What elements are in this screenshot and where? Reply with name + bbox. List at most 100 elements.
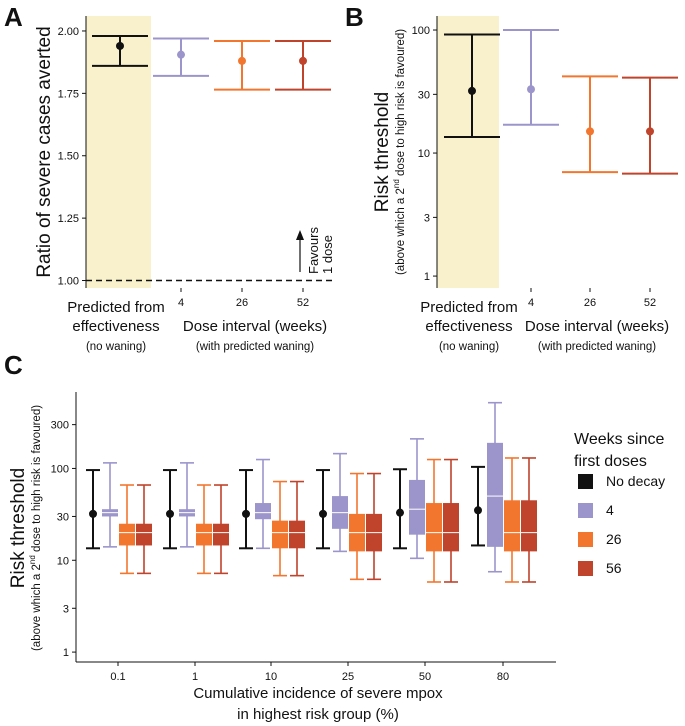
x-tick-label: 4 bbox=[528, 297, 534, 309]
y-tick-label: 2.00 bbox=[58, 26, 79, 38]
box bbox=[119, 523, 135, 546]
panel-b-x-ticks: 4 26 52 bbox=[528, 288, 656, 309]
y-tick-label: 30 bbox=[418, 89, 430, 101]
y-tick-label: 1.50 bbox=[58, 151, 79, 163]
panel-b-letter: B bbox=[345, 2, 364, 32]
point-estimate bbox=[586, 127, 594, 136]
box bbox=[289, 520, 305, 549]
panel-a-x-ticks: 4 26 52 bbox=[178, 288, 309, 309]
y-tick-label: 100 bbox=[51, 463, 69, 475]
y-tick-label: 1 bbox=[63, 647, 69, 659]
point-estimate bbox=[299, 56, 307, 65]
panel-b-y-label-sup: nd bbox=[392, 179, 401, 188]
panel-b-highlight-band bbox=[437, 16, 499, 288]
y-tick-label: 1 bbox=[424, 271, 430, 283]
point-estimate bbox=[527, 85, 535, 94]
x-tick-label: 50 bbox=[419, 671, 431, 683]
panel-c-x-label-line1: Cumulative incidence of severe mpox bbox=[193, 685, 443, 702]
legend-label-56: 56 bbox=[606, 560, 622, 576]
panel-b-y-label-pre: (above which a 2 bbox=[395, 188, 407, 275]
legend-swatch-26 bbox=[578, 532, 593, 547]
panel-b-predicted-line1: Predicted from bbox=[420, 299, 518, 316]
x-tick-label: 26 bbox=[584, 297, 596, 309]
y-tick-label: 30 bbox=[57, 511, 69, 523]
favours-arrow-head bbox=[296, 230, 304, 240]
box bbox=[521, 500, 537, 552]
panel-c-y-label-post: dose to high risk is favoured) bbox=[31, 405, 43, 555]
panel-a-letter: A bbox=[4, 2, 23, 32]
point-estimate bbox=[177, 50, 185, 59]
panel-c-letter: C bbox=[4, 350, 23, 380]
y-tick-label: 3 bbox=[63, 603, 69, 615]
panel-c-x-ticks: 0.1 1 10 25 50 80 bbox=[110, 662, 509, 683]
box bbox=[487, 442, 503, 547]
box bbox=[255, 503, 271, 520]
panel-b-y-ticks: 1 3 10 30 100 bbox=[412, 25, 437, 283]
point-estimate bbox=[89, 509, 97, 518]
panel-c-y-label-sup: nd bbox=[28, 555, 37, 564]
x-tick-label: 4 bbox=[178, 297, 184, 309]
box bbox=[272, 520, 288, 549]
box bbox=[426, 503, 442, 552]
panel-c-y-label-line1: Risk threshold bbox=[8, 468, 29, 588]
y-tick-label: 10 bbox=[57, 555, 69, 567]
box bbox=[409, 479, 425, 535]
legend-title-line1: Weeks since bbox=[574, 431, 665, 448]
legend-swatch-4 bbox=[578, 503, 593, 518]
panel-a-dose-interval-label: Dose interval (weeks) bbox=[183, 318, 327, 335]
y-tick-label: 1.00 bbox=[58, 276, 79, 288]
panel-c-y-label-pre: (above which a 2 bbox=[31, 564, 43, 651]
panel-b-predicted-line2: effectiveness bbox=[425, 318, 512, 335]
point-estimate bbox=[474, 506, 482, 515]
panel-a: 1.00 1.25 1.50 1.75 2.00 Favours 1 dose Rati… bbox=[34, 16, 336, 353]
x-tick-label: 1 bbox=[192, 671, 198, 683]
legend-title-line2: first doses bbox=[574, 453, 647, 470]
panel-a-y-label: Ratio of severe cases averted bbox=[34, 26, 55, 277]
legend-label-no-decay: No decay bbox=[606, 473, 665, 489]
x-tick-label: 0.1 bbox=[110, 671, 125, 683]
legend-label-26: 26 bbox=[606, 531, 622, 547]
panel-b: 1 3 10 30 100 Risk threshold (above which a … bbox=[372, 16, 678, 353]
panel-c-y-label-line2: (above which a 2nd dose to high risk is … bbox=[28, 405, 43, 651]
point-estimate bbox=[319, 509, 327, 518]
panel-c-y-ticks: 1 3 10 30 100 300 bbox=[51, 420, 76, 659]
legend-swatch-no-decay bbox=[578, 474, 593, 489]
panel-c-marks bbox=[86, 401, 537, 583]
y-tick-label: 300 bbox=[51, 420, 69, 432]
panel-a-no-waning: (no waning) bbox=[86, 341, 146, 353]
panel-a-marks bbox=[92, 34, 331, 91]
y-tick-label: 1.75 bbox=[58, 88, 79, 100]
box bbox=[213, 523, 229, 546]
favours-annotation-line1: Favours bbox=[306, 227, 321, 274]
panel-b-marks bbox=[444, 29, 678, 175]
y-tick-label: 1.25 bbox=[58, 213, 79, 225]
box bbox=[443, 503, 459, 552]
panel-b-y-label-line2: (above which a 2nd dose to high risk is … bbox=[392, 29, 407, 275]
legend-swatch-56 bbox=[578, 561, 593, 576]
panel-a-with-waning: (with predicted waning) bbox=[196, 341, 314, 353]
x-tick-label: 52 bbox=[297, 297, 309, 309]
panel-b-y-label-line1: Risk threshold bbox=[372, 92, 393, 212]
x-tick-label: 26 bbox=[236, 297, 248, 309]
panel-b-no-waning: (no waning) bbox=[439, 341, 499, 353]
panel-a-y-ticks: 1.00 1.25 1.50 1.75 2.00 bbox=[58, 26, 86, 288]
panel-a-predicted-line2: effectiveness bbox=[72, 318, 159, 335]
box bbox=[196, 523, 212, 546]
x-tick-label: 10 bbox=[265, 671, 277, 683]
x-tick-label: 52 bbox=[644, 297, 656, 309]
favours-annotation-line2: 1 dose bbox=[320, 235, 335, 274]
panel-c-x-label-line2: in highest risk group (%) bbox=[237, 706, 399, 723]
panel-b-y-label-post: dose to high risk is favoured) bbox=[395, 29, 407, 179]
point-estimate bbox=[116, 41, 124, 50]
box bbox=[136, 523, 152, 546]
point-estimate bbox=[166, 509, 174, 518]
panel-b-dose-interval-label: Dose interval (weeks) bbox=[525, 318, 669, 335]
point-estimate bbox=[646, 127, 654, 136]
point-estimate bbox=[396, 508, 404, 517]
y-tick-label: 100 bbox=[412, 25, 430, 37]
box bbox=[504, 500, 520, 552]
x-tick-label: 80 bbox=[497, 671, 509, 683]
panel-a-predicted-line1: Predicted from bbox=[67, 299, 165, 316]
point-estimate bbox=[242, 509, 250, 518]
